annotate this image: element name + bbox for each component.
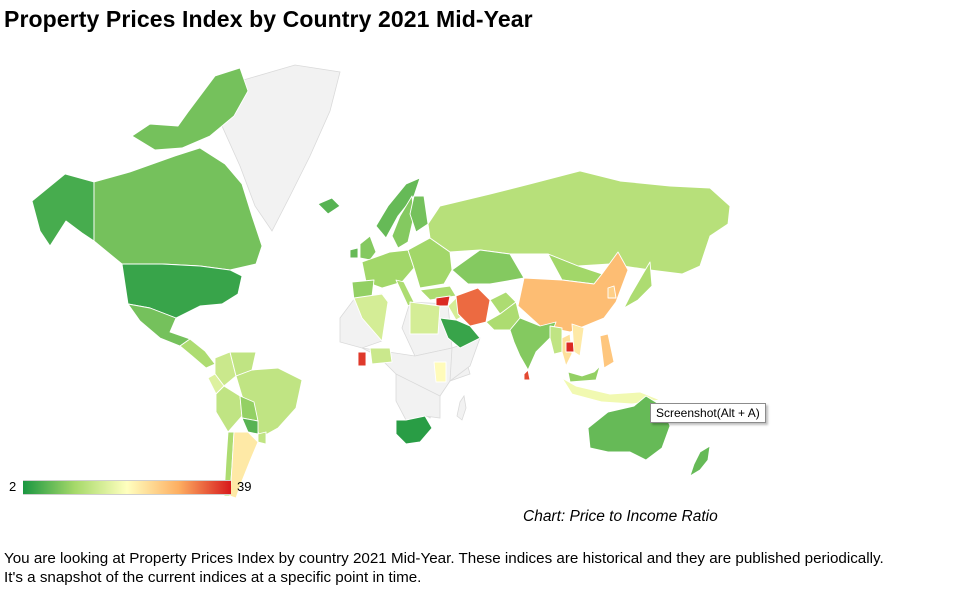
region-sri-lanka[interactable]: Sri Lanka bbox=[523, 369, 531, 381]
region-alaska[interactable]: Alaska (United States) bbox=[31, 173, 95, 247]
region-norway[interactable]: Norway bbox=[375, 177, 421, 239]
region-south-korea[interactable]: South Korea bbox=[607, 285, 617, 299]
chart-caption: Chart: Price to Income Ratio bbox=[523, 508, 718, 525]
region-saudi-arabia[interactable]: Saudi Arabia bbox=[439, 317, 481, 349]
region-indonesia[interactable]: Indonesia bbox=[561, 377, 661, 405]
page-description: You are looking at Property Prices Index… bbox=[4, 549, 966, 587]
region-canada[interactable]: Canada bbox=[93, 147, 263, 271]
legend-min-label: 2 bbox=[9, 479, 17, 494]
color-scale-legend bbox=[23, 480, 231, 495]
region-kazakhstan[interactable]: Kazakhstan bbox=[451, 249, 525, 285]
region-kenya[interactable]: Kenya bbox=[433, 361, 447, 383]
region-iceland[interactable]: Iceland bbox=[317, 197, 341, 215]
region-brazil[interactable]: Brazil bbox=[235, 367, 303, 439]
description-line-2: It's a snapshot of the current indices a… bbox=[4, 569, 422, 586]
description-line-1: You are looking at Property Prices Index… bbox=[4, 550, 884, 567]
madagascar bbox=[456, 394, 467, 421]
region-united-kingdom[interactable]: United Kingdom bbox=[359, 235, 377, 261]
region-ghana[interactable]: Ghana bbox=[357, 351, 367, 367]
region-italy[interactable]: Italy bbox=[395, 279, 415, 307]
choropleth-map[interactable]: Alaska (United States) Canada Canadian A… bbox=[10, 56, 750, 504]
region-colombia[interactable]: Colombia bbox=[214, 351, 237, 387]
region-egypt[interactable]: Egypt bbox=[409, 301, 441, 335]
region-argentina[interactable]: Argentina bbox=[229, 431, 259, 499]
region-canadian-arctic[interactable]: Canadian Arctic Islands bbox=[131, 67, 249, 151]
legend-max-label: 39 bbox=[237, 479, 252, 494]
screenshot-tooltip: Screenshot(Alt + A) bbox=[650, 403, 766, 423]
region-japan[interactable]: Japan bbox=[623, 261, 653, 309]
region-philippines[interactable]: Philippines bbox=[599, 333, 615, 369]
world-map-svg[interactable]: Alaska (United States) Canada Canadian A… bbox=[10, 56, 750, 504]
page-title: Property Prices Index by Country 2021 Mi… bbox=[4, 6, 533, 32]
region-peru[interactable]: Peru bbox=[215, 385, 243, 433]
region-australia[interactable]: Australia bbox=[587, 395, 671, 461]
region-syria[interactable]: Syria bbox=[435, 295, 451, 307]
region-myanmar[interactable]: Myanmar bbox=[549, 325, 563, 355]
region-finland[interactable]: Finland bbox=[409, 195, 429, 233]
region-uruguay[interactable]: Uruguay bbox=[257, 431, 267, 445]
greenland bbox=[221, 64, 341, 232]
region-algeria[interactable]: Algeria bbox=[353, 293, 389, 342]
region-india[interactable]: India bbox=[509, 317, 557, 371]
region-vietnam[interactable]: Vietnam bbox=[571, 323, 585, 357]
data-regions[interactable]: Alaska (United States) Canada Canadian A… bbox=[31, 67, 731, 499]
region-central-america[interactable]: Central America bbox=[179, 338, 216, 369]
region-nigeria[interactable]: Nigeria bbox=[369, 347, 393, 365]
region-new-zealand[interactable]: New Zealand bbox=[689, 445, 711, 477]
region-ireland[interactable]: Ireland bbox=[349, 247, 359, 259]
region-china[interactable]: China bbox=[517, 251, 629, 333]
region-iran[interactable]: Iran bbox=[455, 287, 491, 327]
region-malaysia[interactable]: Malaysia bbox=[567, 365, 601, 383]
region-south-africa[interactable]: South Africa bbox=[395, 415, 433, 445]
